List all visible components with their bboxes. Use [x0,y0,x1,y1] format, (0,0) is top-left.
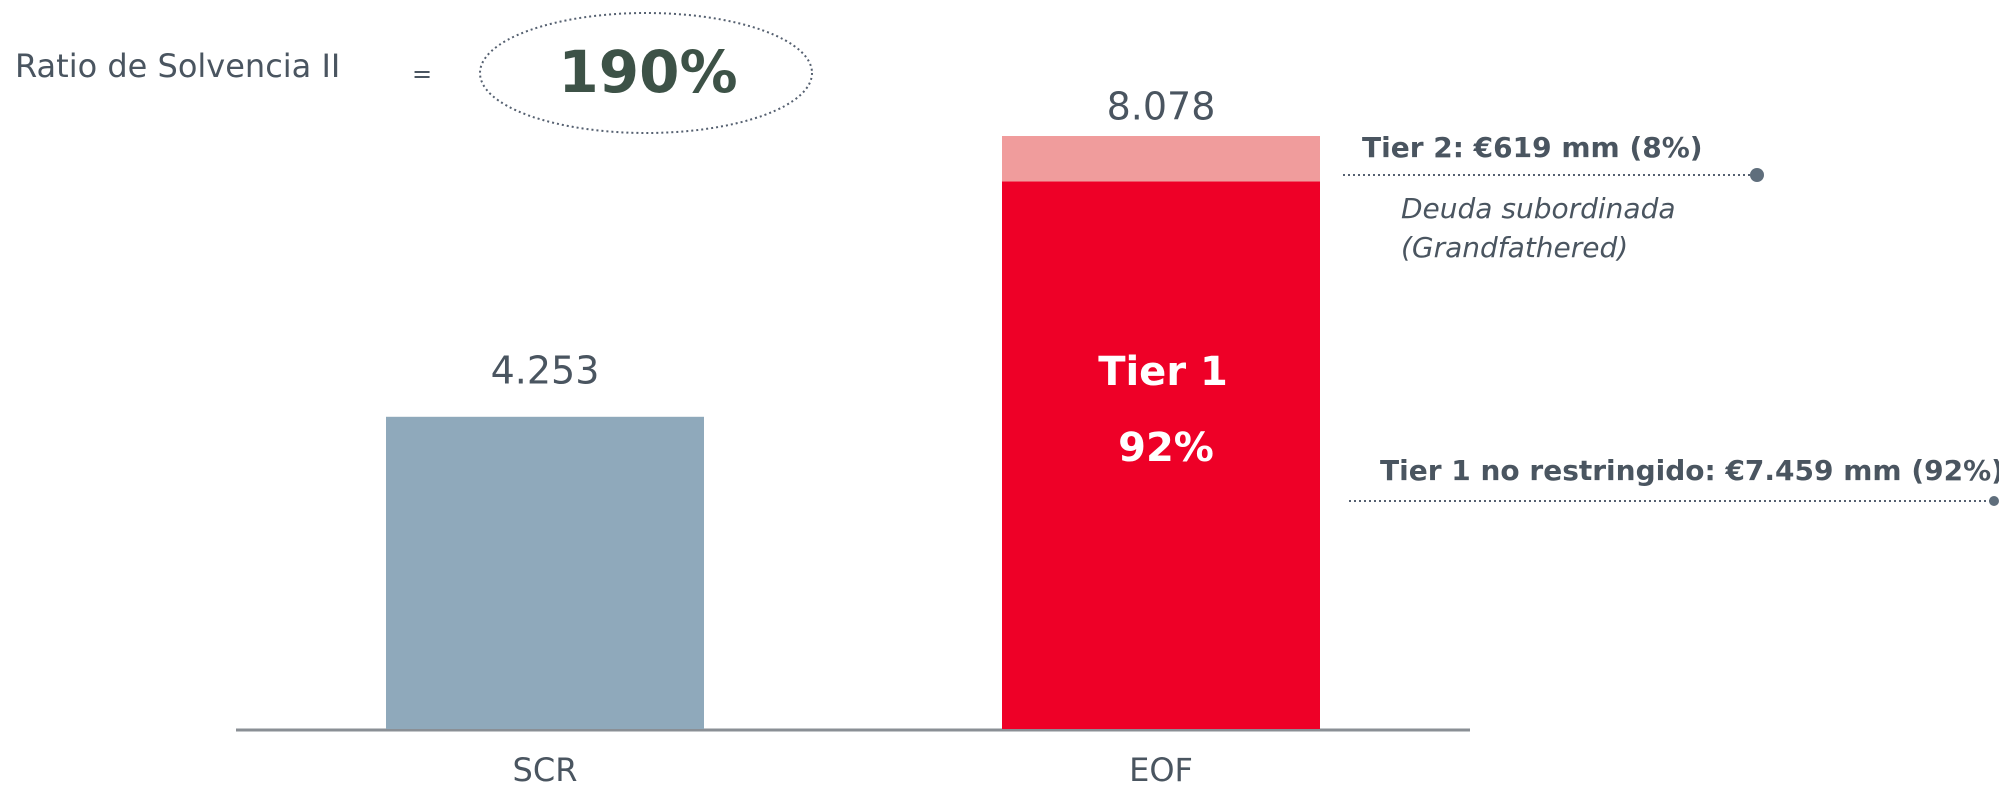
tier2-annotation: Tier 2: €619 mm (8%) [1362,131,1703,164]
tier1-annotation: Tier 1 no restringido: €7.459 mm (92%) [1380,454,1999,487]
tier2-leader-dot [1750,168,1764,182]
equals-sign: = [412,60,432,88]
segment-label: Tier 1 [1098,349,1228,395]
ratio-ellipse [479,12,813,134]
segment-sublabel: 92% [1118,425,1214,471]
x-tick-label: EOF [1129,751,1193,788]
tier1-leader-dot [1989,496,1999,506]
bar-segment [386,416,704,729]
bar-segment [1002,181,1320,730]
bar-segment [1002,136,1320,182]
tier2-note: Deuda subordinada [1401,192,1676,225]
total-label: 8.078 [1107,85,1216,129]
value-label: 4.253 [491,348,600,392]
chart-title: Ratio de Solvencia II [15,47,340,85]
ratio-value: 190% [558,38,737,106]
x-tick-label: SCR [513,751,578,788]
tier2-note: (Grandfathered) [1401,231,1628,264]
